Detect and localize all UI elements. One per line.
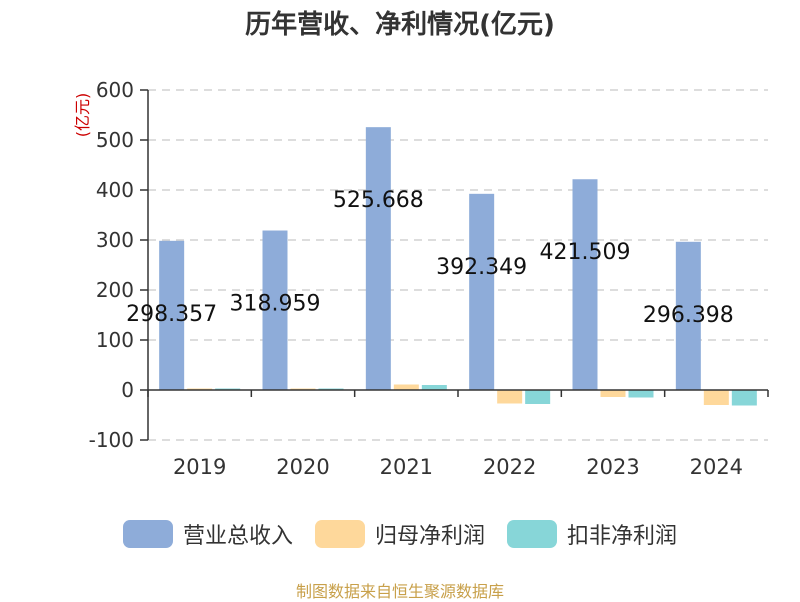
data-label: 298.357 (126, 302, 217, 327)
bar (703, 390, 729, 405)
legend-item-deducted-profit[interactable]: 扣非净利润 (507, 518, 677, 550)
y-tick-label: 500 (96, 128, 134, 152)
y-tick-label: 100 (96, 328, 134, 352)
x-tick-label: 2024 (690, 455, 743, 479)
bar (525, 390, 551, 404)
legend-swatch-deducted-profit (507, 520, 557, 548)
legend-label-deducted-profit: 扣非净利润 (567, 524, 678, 549)
x-tick-label: 2023 (586, 455, 639, 479)
x-tick-label: 2020 (276, 455, 329, 479)
y-tick-label: 300 (96, 228, 134, 252)
bar (628, 390, 654, 398)
legend-swatch-revenue (122, 520, 173, 548)
y-tick-label: 400 (96, 178, 134, 202)
bar (675, 241, 701, 390)
data-label: 392.349 (436, 255, 527, 280)
chart-title: 历年营收、净利情况(亿元) (245, 9, 555, 40)
legend-item-net-profit[interactable]: 归母净利润 (314, 518, 485, 550)
data-label: 296.398 (643, 303, 734, 328)
bar (497, 390, 523, 404)
bar (572, 179, 598, 390)
bar (469, 193, 495, 390)
data-label: 525.668 (333, 188, 424, 213)
y-tick-label: 0 (121, 378, 134, 402)
bar (393, 384, 419, 390)
data-source-note: 制图数据来自恒生聚源数据库 (295, 582, 504, 601)
legend-label-net-profit: 归母净利润 (374, 524, 485, 549)
y-tick-label: 600 (96, 78, 134, 102)
data-label: 421.509 (540, 240, 631, 265)
data-label: 318.959 (230, 292, 321, 317)
data-labels: -100 0 100 200 300 400 500 600 2019 298.357 2020 31… (89, 78, 743, 479)
x-tick-label: 2022 (483, 455, 536, 479)
bar (262, 230, 288, 390)
bar (600, 390, 626, 397)
legend-swatch-net-profit (314, 520, 365, 548)
y-tick-label: 200 (96, 278, 134, 302)
legend-label-revenue: 营业总收入 (182, 524, 293, 549)
x-tick-label: 2019 (173, 455, 226, 479)
bar (365, 127, 391, 390)
y-axis-label: (亿元) (73, 93, 92, 138)
bar (421, 385, 447, 390)
y-tick-label: -100 (89, 428, 134, 452)
bar (159, 240, 185, 390)
axes (140, 89, 769, 441)
bar (731, 390, 757, 406)
legend: 营业总收入 归母净利润 扣非净利润 (0, 518, 800, 550)
legend-item-revenue[interactable]: 营业总收入 (122, 518, 293, 550)
x-tick-label: 2021 (380, 455, 433, 479)
